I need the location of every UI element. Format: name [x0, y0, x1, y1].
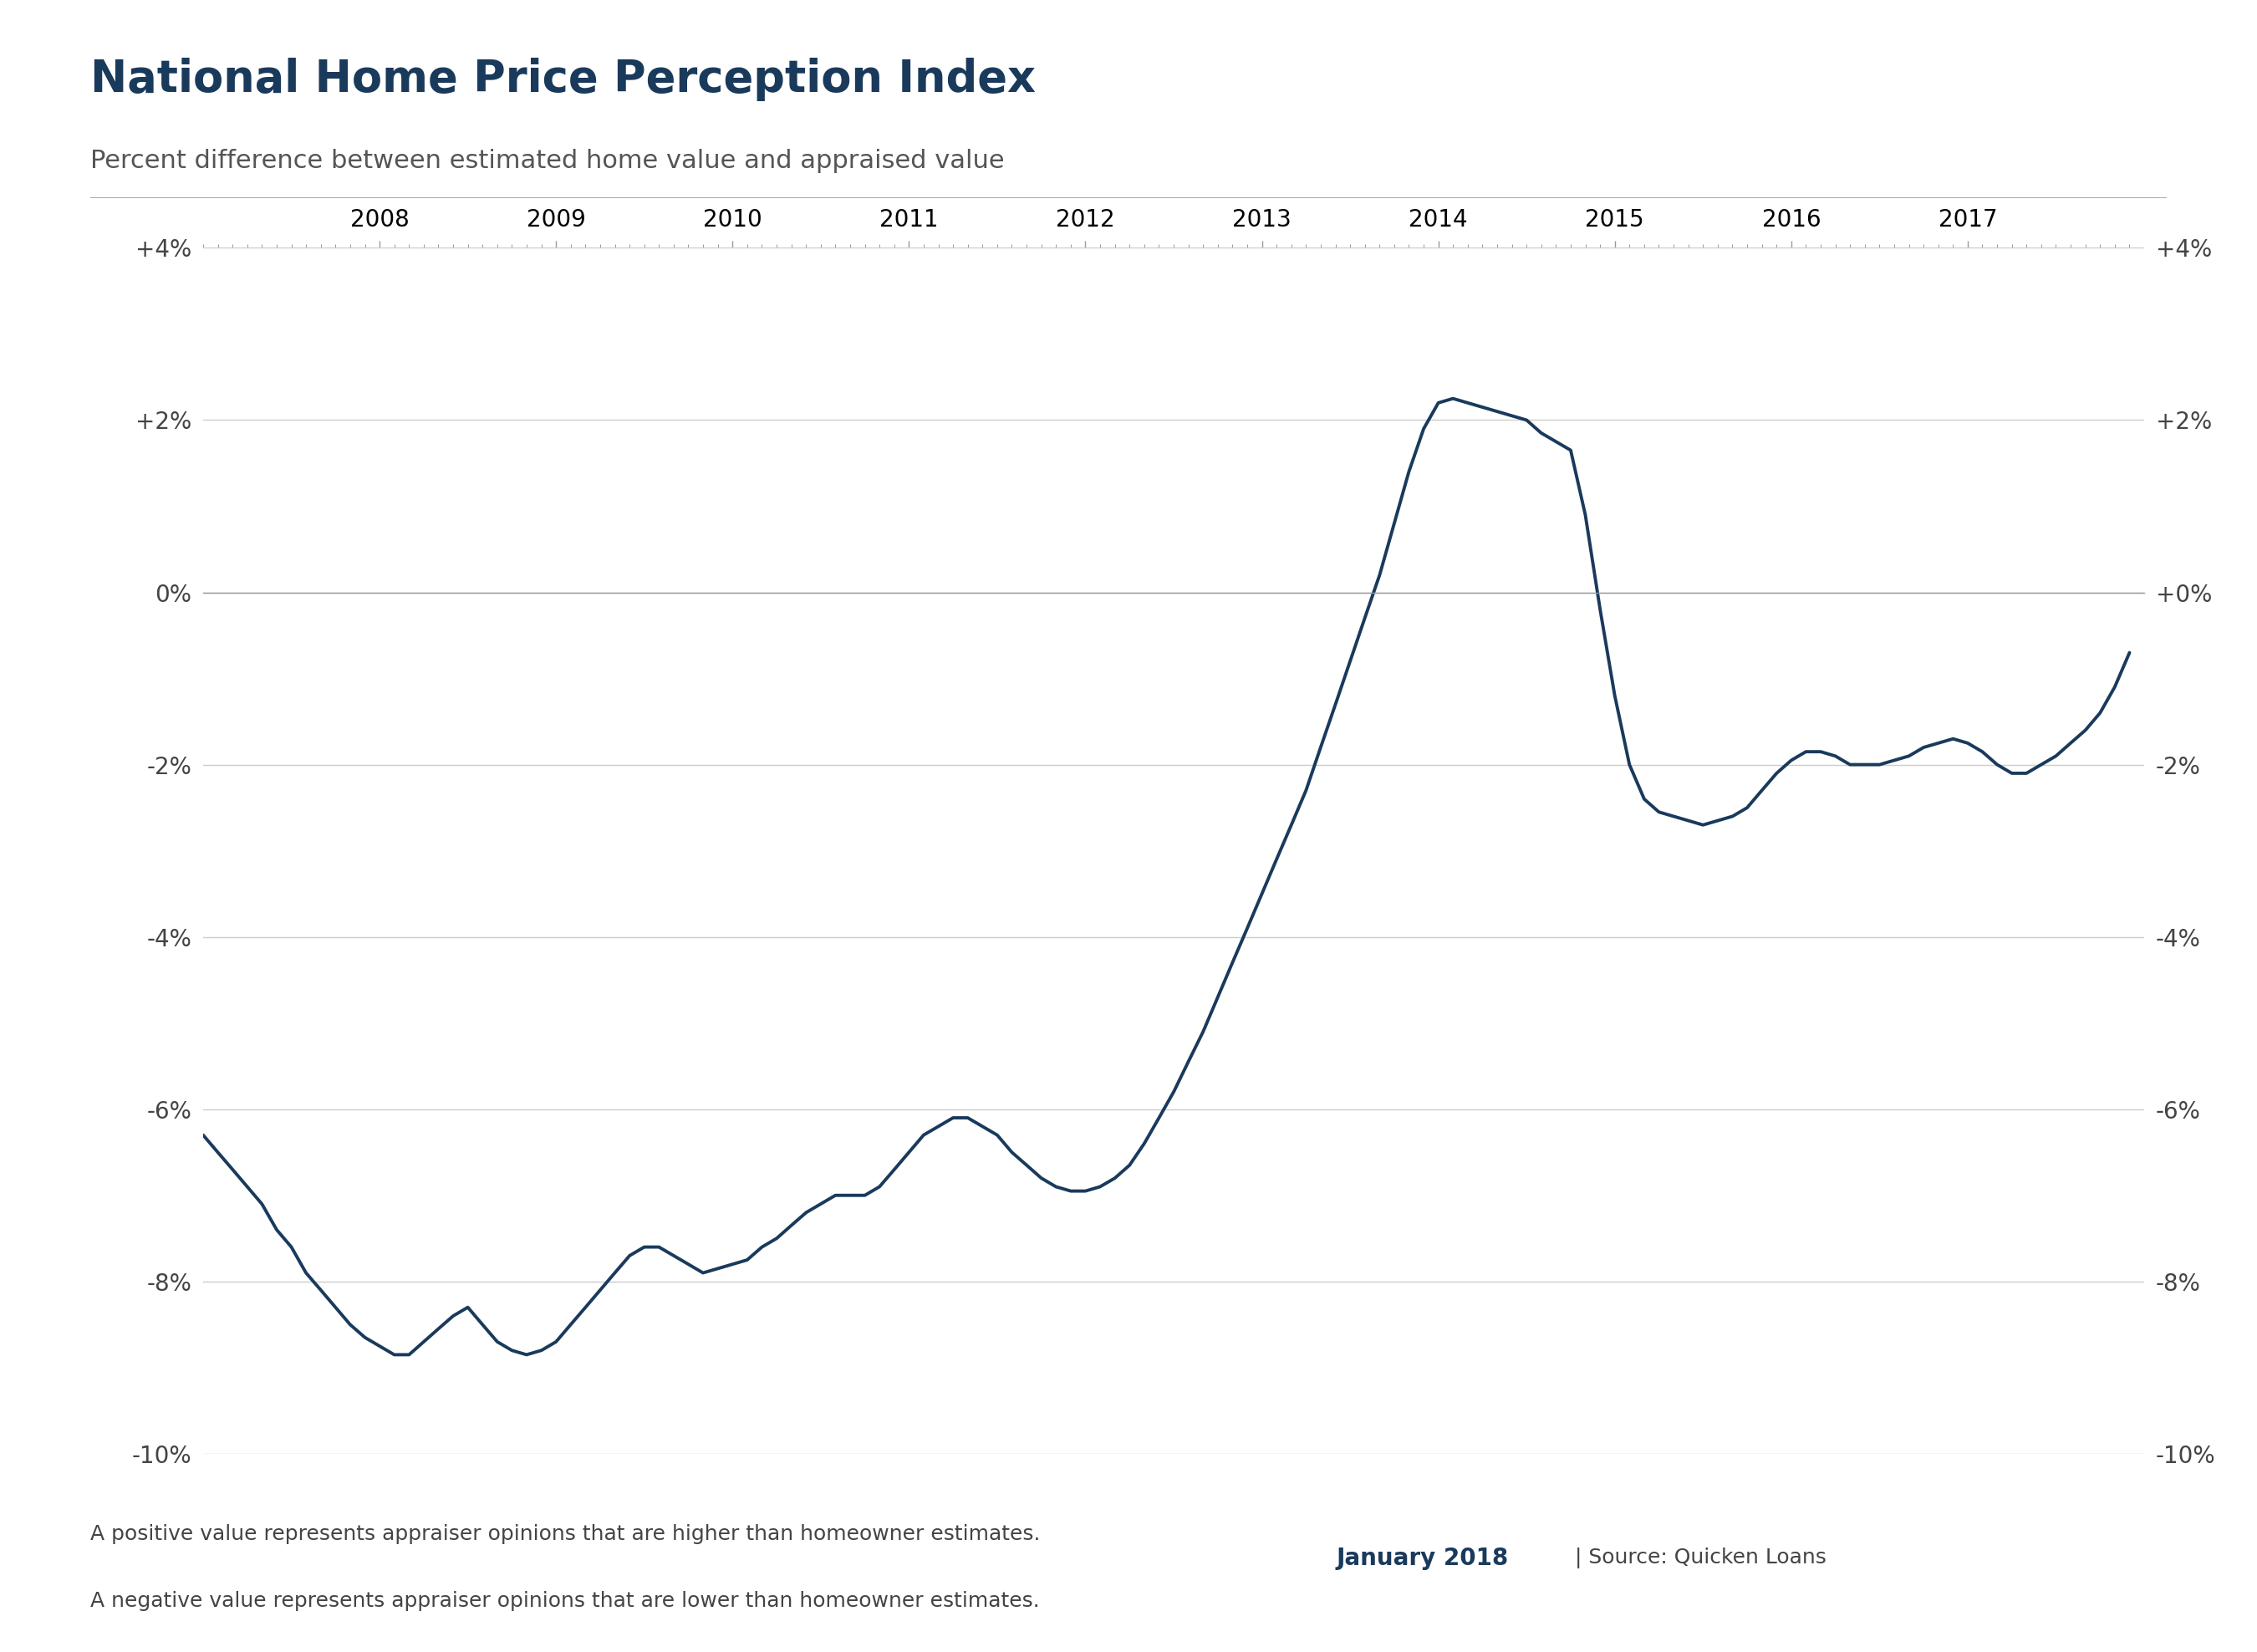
Text: January 2018: January 2018 [1336, 1546, 1508, 1569]
Text: | Source: Quicken Loans: | Source: Quicken Loans [1575, 1548, 1826, 1569]
Text: A positive value represents appraiser opinions that are higher than homeowner es: A positive value represents appraiser op… [90, 1523, 1040, 1545]
Text: National Home Price Perception Index: National Home Price Perception Index [90, 58, 1036, 101]
Text: A negative value represents appraiser opinions that are lower than homeowner est: A negative value represents appraiser op… [90, 1591, 1040, 1611]
Text: Percent difference between estimated home value and appraised value: Percent difference between estimated hom… [90, 149, 1004, 173]
